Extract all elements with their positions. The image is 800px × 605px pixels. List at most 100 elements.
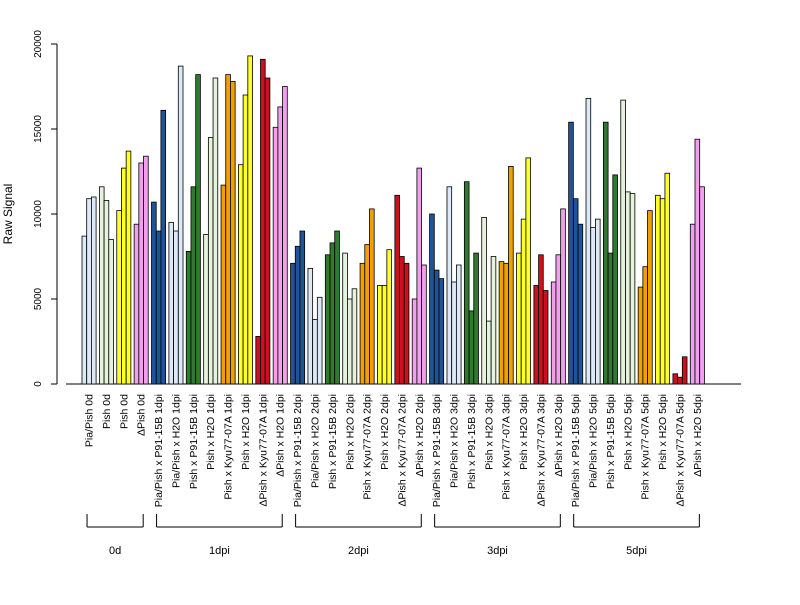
bar <box>590 227 596 385</box>
bar <box>238 164 244 385</box>
bar <box>220 184 227 385</box>
bar <box>637 286 644 385</box>
bars-layer <box>81 55 705 385</box>
bar <box>481 216 487 385</box>
x-tick-label: Pia/Pish x P91-15B 3dpi <box>431 394 443 507</box>
bar <box>694 138 701 385</box>
x-tick-label: ΔPish x Kyu77-07A 5dpi <box>674 394 686 507</box>
bar <box>568 121 574 385</box>
bar <box>595 218 601 385</box>
group-label: 5dpi <box>626 545 647 557</box>
bar <box>329 242 336 385</box>
bar <box>369 208 375 385</box>
bar <box>212 77 219 385</box>
bar <box>260 58 266 385</box>
y-tick-label: 0 <box>33 381 44 387</box>
bar <box>307 267 314 385</box>
group-brackets: 0d 1dpi 2dpi 3dpi 5dpi <box>86 514 700 557</box>
bar <box>490 256 497 385</box>
bar <box>572 198 579 385</box>
bar <box>508 165 514 385</box>
bar <box>299 230 306 385</box>
bar <box>290 262 296 385</box>
bar <box>346 298 353 385</box>
bar <box>138 162 144 385</box>
bar <box>116 210 122 385</box>
x-tick-label: Pish x P91-15B 2dpi <box>327 394 339 489</box>
bar <box>473 252 479 385</box>
bar <box>516 252 522 385</box>
x-tick-label: Pish x H2O 3dpi <box>518 394 530 470</box>
bar <box>642 266 648 385</box>
bar <box>155 230 162 385</box>
x-tick-label: ΔPish x Kyu77-07A 3dpi <box>535 394 547 507</box>
x-tick-label: ΔPish x H2O 3dpi <box>553 394 565 477</box>
x-tick-label: Pish x H2O 1dpi <box>205 394 217 470</box>
bar <box>655 194 661 385</box>
bar <box>342 252 348 385</box>
bar <box>429 213 435 385</box>
x-tick-label: Pish x Kyu77-07A 3dpi <box>501 394 513 500</box>
bar <box>377 284 383 385</box>
x-tick-label: Pish x Kyu77-07A 1dpi <box>223 394 235 500</box>
bar <box>607 252 614 385</box>
bar <box>403 262 410 385</box>
bar <box>629 193 636 385</box>
x-tick-label: ΔPish x H2O 1dpi <box>275 394 287 477</box>
y-axis: 0 5000 10000 15000 20000 <box>33 30 58 387</box>
bar <box>538 254 544 385</box>
bar <box>160 109 167 385</box>
x-tick-label: Pish x H2O 2dpi <box>344 394 356 470</box>
x-tick-label: Pia/Pish x P91-15B 5dpi <box>570 394 582 507</box>
y-tick-label: 5000 <box>33 287 44 310</box>
y-tick-label: 15000 <box>33 115 44 143</box>
bar <box>525 157 532 385</box>
bar <box>312 318 318 385</box>
bar <box>677 376 683 385</box>
x-tick-label: Pish 0d <box>118 394 130 429</box>
bar <box>647 210 653 385</box>
bar <box>125 150 132 385</box>
bar <box>177 65 184 385</box>
bar <box>264 77 271 385</box>
bar <box>247 55 253 385</box>
x-tick-label: Pish x Kyu77-07A 2dpi <box>362 394 374 500</box>
bar <box>659 198 666 385</box>
x-tick-label: Pia/Pish x P91-15B 1dpi <box>153 394 165 507</box>
bar <box>230 81 236 385</box>
bar <box>86 198 92 385</box>
bar <box>185 250 192 385</box>
bar <box>121 167 127 385</box>
x-tick-label: Pish x P91-15B 1dpi <box>188 394 200 489</box>
bar <box>143 155 149 385</box>
bar <box>225 74 231 385</box>
x-tick-label: ΔPish x H2O 5dpi <box>692 394 704 477</box>
bar <box>463 181 470 385</box>
x-tick-label: Pia/Pish x H2O 1dpi <box>170 394 182 488</box>
bar <box>664 172 671 385</box>
bar <box>173 230 179 385</box>
bar <box>334 230 340 385</box>
bar <box>255 335 261 385</box>
bar <box>81 235 88 385</box>
bar <box>625 191 631 385</box>
group-label: 3dpi <box>487 545 508 557</box>
bar <box>272 126 279 385</box>
bar <box>103 199 110 385</box>
bar <box>416 167 423 385</box>
x-tick-label: Pish x H2O 1dpi <box>240 394 252 470</box>
x-tick-label: Pish x P91-15B 3dpi <box>466 394 478 489</box>
x-tick-label: ΔPish x Kyu77-07A 2dpi <box>396 394 408 507</box>
bar <box>520 218 527 385</box>
bar <box>533 284 539 385</box>
bar <box>386 249 392 385</box>
bar <box>550 281 557 385</box>
bar <box>699 186 705 385</box>
bar <box>689 223 696 385</box>
group-label: 2dpi <box>348 545 369 557</box>
x-tick-label: Pish x H2O 5dpi <box>657 394 669 470</box>
bar <box>421 264 427 385</box>
group-label: 1dpi <box>209 545 230 557</box>
bar <box>603 121 609 385</box>
